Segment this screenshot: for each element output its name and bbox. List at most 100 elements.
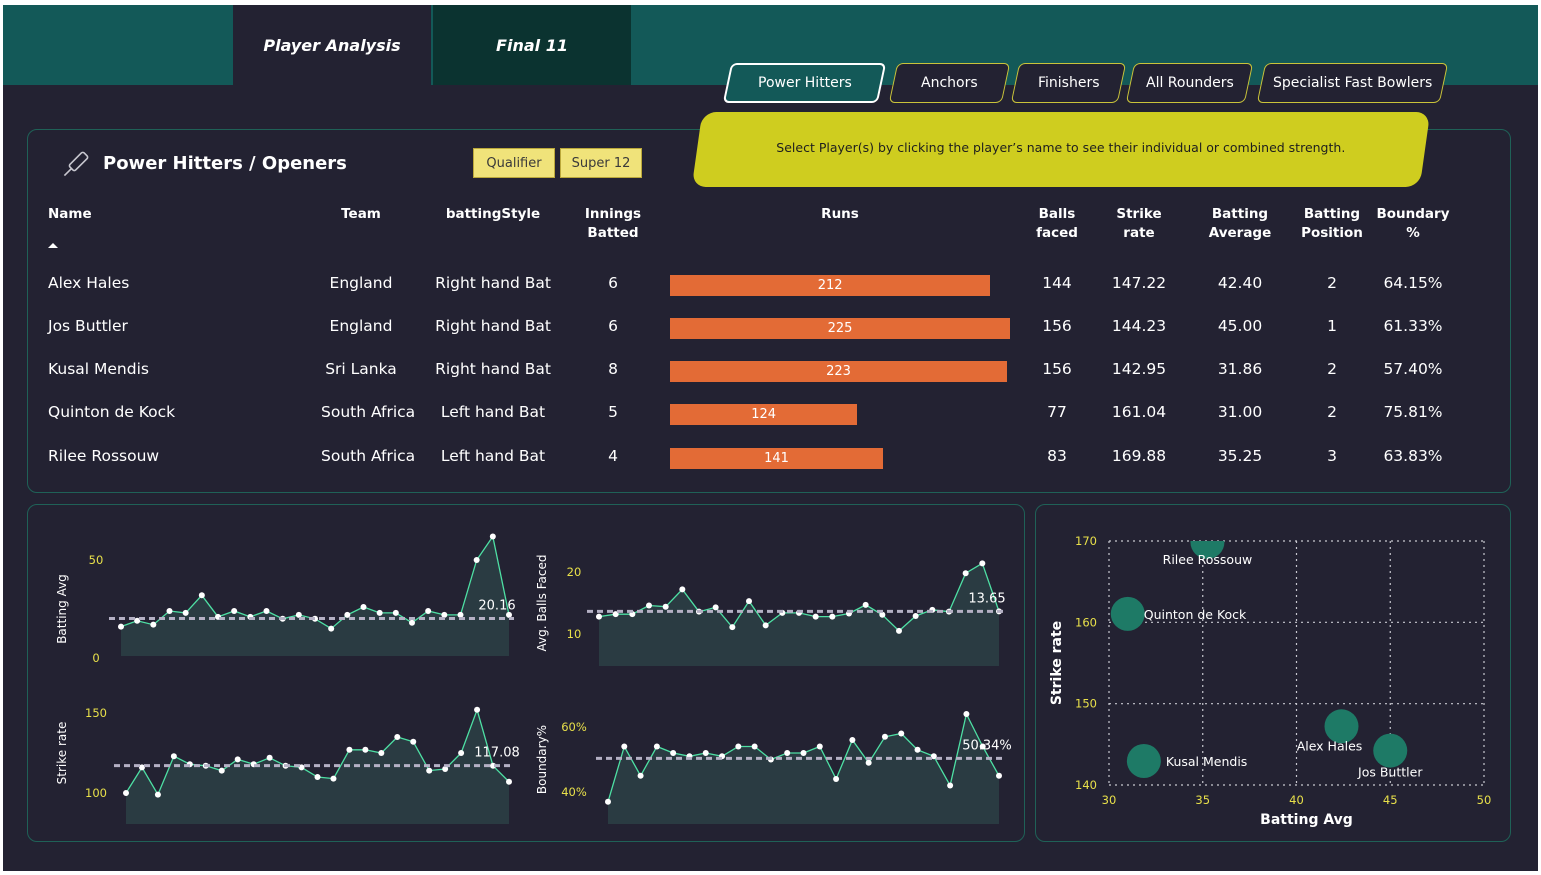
- data-point: [410, 738, 417, 745]
- data-point: [234, 756, 241, 763]
- filter-qualifier-button[interactable]: Qualifier: [473, 148, 555, 178]
- player-name-cell[interactable]: Rilee Rossouw: [48, 447, 160, 465]
- header-line: Position: [1301, 225, 1363, 241]
- segment-finishers[interactable]: Finishers: [1010, 63, 1127, 103]
- data-point: [679, 586, 686, 593]
- nav-tab-final-11[interactable]: Final 11: [433, 5, 631, 85]
- data-point: [621, 743, 628, 750]
- data-point: [912, 613, 919, 620]
- data-point: [314, 774, 321, 780]
- segment-power-hitters[interactable]: Power Hitters: [722, 63, 887, 103]
- data-point: [605, 798, 611, 805]
- x-tick-label: 45: [1383, 793, 1398, 807]
- balls-cell: 83: [1047, 447, 1067, 465]
- header-batting-position[interactable]: Batting Position: [1292, 205, 1372, 243]
- header-batting-average[interactable]: Batting Average: [1195, 205, 1285, 243]
- player-name-cell[interactable]: Jos Buttler: [48, 317, 128, 335]
- y-tick-label: 150: [1075, 697, 1097, 711]
- header-name[interactable]: Name: [48, 206, 92, 222]
- header-innings-batted[interactable]: Innings Batted: [573, 205, 653, 243]
- boundary-cell: 75.81%: [1383, 403, 1443, 421]
- data-point: [996, 772, 1002, 779]
- data-point: [784, 750, 791, 756]
- header-balls-faced[interactable]: Balls faced: [1027, 205, 1087, 243]
- sr-cell: 147.22: [1111, 274, 1167, 292]
- style-cell: Right hand Bat: [435, 274, 551, 292]
- pos-cell: 2: [1327, 274, 1337, 292]
- sr-cell: 142.95: [1111, 360, 1167, 378]
- data-point: [762, 622, 769, 629]
- data-point: [865, 759, 872, 766]
- data-point: [947, 782, 954, 789]
- average-label: 50.34%: [962, 738, 1012, 753]
- data-point: [979, 560, 986, 567]
- data-point: [330, 775, 337, 782]
- header-line: faced: [1036, 225, 1078, 241]
- team-cell: South Africa: [321, 447, 416, 465]
- data-point: [392, 609, 399, 616]
- balls-cell: 156: [1042, 317, 1072, 335]
- segment-label: Specialist Fast Bowlers: [1272, 75, 1433, 91]
- data-point: [198, 592, 205, 599]
- y-tick-label: 40%: [561, 785, 587, 799]
- innings-cell: 4: [608, 447, 618, 465]
- data-point: [457, 611, 464, 618]
- boundary-cell: 64.15%: [1383, 274, 1443, 292]
- y-tick-label: 10: [567, 627, 582, 641]
- sort-ascending-icon[interactable]: [47, 241, 59, 249]
- trend-area: [121, 536, 509, 656]
- trend-area: [608, 714, 999, 824]
- data-point: [442, 766, 449, 772]
- data-point: [458, 750, 465, 756]
- header-boundary-percent[interactable]: Boundary %: [1376, 206, 1450, 241]
- header-line: Strike: [1116, 206, 1162, 222]
- x-axis-label: Batting Avg: [1260, 812, 1353, 828]
- sr-cell: 144.23: [1111, 317, 1167, 335]
- data-point: [376, 609, 383, 616]
- scatter-bubble[interactable]: [1373, 733, 1408, 768]
- header-team[interactable]: Team: [341, 206, 381, 222]
- balls-cell: 156: [1042, 360, 1072, 378]
- trend-charts-panel: 20.16 50 0 Batting Avg 13.65 20 10 Avg. Balls F…: [27, 504, 1025, 842]
- banner-text: Select Player(s) by clicking the player’…: [776, 140, 1346, 155]
- player-name-cell[interactable]: Alex Hales: [48, 274, 130, 292]
- y-tick-label: 160: [1075, 615, 1097, 629]
- innings-cell: 6: [608, 274, 618, 292]
- data-point: [862, 601, 869, 608]
- data-point: [849, 737, 856, 743]
- data-point: [702, 750, 709, 756]
- scatter-bubble[interactable]: [1110, 596, 1145, 631]
- scatter-bubble[interactable]: [1190, 525, 1225, 559]
- data-point: [263, 607, 270, 614]
- data-point: [653, 743, 660, 750]
- y-axis-label: Strike rate: [55, 722, 69, 785]
- table-title: Power Hitters / Openers: [103, 153, 347, 174]
- nav-tab-player-analysis[interactable]: Player Analysis: [233, 5, 431, 85]
- filter-super-12-button[interactable]: Super 12: [560, 148, 642, 178]
- segment-anchors[interactable]: Anchors: [888, 63, 1011, 103]
- data-point: [409, 619, 415, 626]
- style-cell: Right hand Bat: [435, 317, 551, 335]
- header-line: Innings: [584, 206, 642, 222]
- y-axis-label: Batting Avg: [55, 574, 69, 644]
- data-point: [166, 607, 173, 614]
- player-name-cell[interactable]: Quinton de Kock: [48, 403, 176, 421]
- header-line: rate: [1123, 225, 1155, 241]
- scatter-bubble[interactable]: [1324, 709, 1359, 744]
- average-label: 117.08: [474, 746, 520, 761]
- scatter-bubble[interactable]: [1126, 744, 1161, 779]
- style-cell: Left hand Bat: [440, 403, 546, 421]
- sr-cell: 161.04: [1111, 403, 1167, 421]
- y-tick-label: 20: [567, 565, 582, 579]
- segment-all-rounders[interactable]: All Rounders: [1125, 63, 1254, 103]
- header-strike-rate[interactable]: Strike rate: [1104, 205, 1174, 243]
- segment-specialist-fast-bowlers[interactable]: Specialist Fast Bowlers: [1256, 63, 1449, 103]
- y-axis-label: Avg. Balls Faced: [535, 555, 549, 652]
- data-point: [118, 623, 124, 630]
- x-tick-label: 50: [1477, 793, 1492, 807]
- data-point: [646, 602, 652, 609]
- header-runs[interactable]: Runs: [821, 206, 859, 222]
- header-batting-style[interactable]: battingStyle: [445, 206, 541, 222]
- runs-bar: 212: [670, 275, 991, 296]
- player-name-cell[interactable]: Kusal Mendis: [48, 360, 149, 378]
